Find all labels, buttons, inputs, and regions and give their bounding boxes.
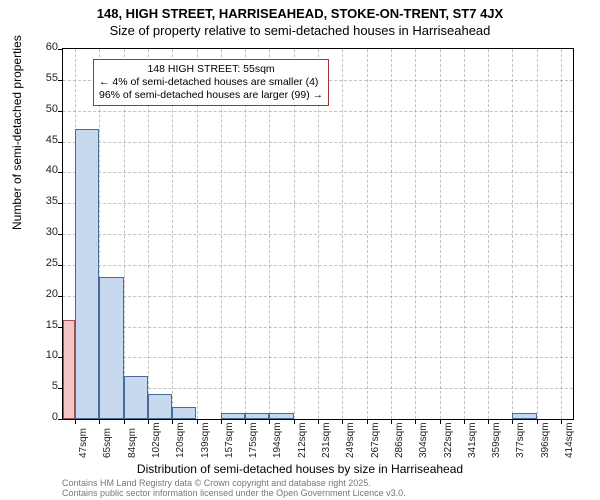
chart-title-line2: Size of property relative to semi-detach…	[0, 21, 600, 38]
xtick-mark	[221, 419, 222, 424]
ytick-label: 30	[28, 226, 58, 238]
footer-line1: Contains HM Land Registry data © Crown c…	[62, 478, 406, 488]
histogram-bar	[245, 413, 269, 419]
xtick-mark	[561, 419, 562, 424]
xtick-mark	[294, 419, 295, 424]
x-axis-label: Distribution of semi-detached houses by …	[0, 462, 600, 476]
footer-line2: Contains public sector information licen…	[62, 488, 406, 498]
xtick-label: 267sqm	[370, 422, 381, 458]
xtick-mark	[148, 419, 149, 424]
gridline-v	[391, 49, 392, 419]
xtick-label: 194sqm	[272, 422, 283, 458]
annot-line1: 148 HIGH STREET: 55sqm	[99, 63, 323, 76]
annot-line2: ← 4% of semi-detached houses are smaller…	[99, 76, 323, 89]
gridline-v	[537, 49, 538, 419]
ytick-mark	[58, 111, 63, 112]
xtick-label: 84sqm	[127, 428, 138, 458]
gridline-v	[512, 49, 513, 419]
xtick-mark	[99, 419, 100, 424]
chart-title-line1: 148, HIGH STREET, HARRISEAHEAD, STOKE-ON…	[0, 0, 600, 21]
ytick-mark	[58, 296, 63, 297]
annot-line3: 96% of semi-detached houses are larger (…	[99, 89, 323, 102]
xtick-label: 359sqm	[491, 422, 502, 458]
ytick-label: 0	[28, 411, 58, 423]
gridline-v	[561, 49, 562, 419]
xtick-label: 47sqm	[78, 428, 89, 458]
ytick-label: 10	[28, 349, 58, 361]
ytick-mark	[58, 80, 63, 81]
xtick-mark	[124, 419, 125, 424]
ytick-label: 25	[28, 257, 58, 269]
xtick-mark	[172, 419, 173, 424]
plot-area: 148 HIGH STREET: 55sqm← 4% of semi-detac…	[62, 48, 574, 420]
xtick-label: 396sqm	[540, 422, 551, 458]
xtick-label: 231sqm	[321, 422, 332, 458]
gridline-v	[342, 49, 343, 419]
histogram-bar	[99, 277, 123, 419]
histogram-bar	[172, 407, 196, 419]
ytick-label: 20	[28, 288, 58, 300]
xtick-mark	[537, 419, 538, 424]
xtick-mark	[197, 419, 198, 424]
xtick-mark	[318, 419, 319, 424]
xtick-label: 65sqm	[102, 428, 113, 458]
ytick-mark	[58, 203, 63, 204]
ytick-label: 55	[28, 72, 58, 84]
gridline-v	[415, 49, 416, 419]
xtick-label: 304sqm	[418, 422, 429, 458]
ytick-label: 40	[28, 164, 58, 176]
xtick-label: 120sqm	[175, 422, 186, 458]
xtick-label: 249sqm	[345, 422, 356, 458]
gridline-v	[440, 49, 441, 419]
ytick-label: 45	[28, 134, 58, 146]
histogram-bar	[512, 413, 536, 419]
ytick-label: 35	[28, 195, 58, 207]
gridline-v	[464, 49, 465, 419]
xtick-mark	[440, 419, 441, 424]
histogram-bar	[221, 413, 245, 419]
xtick-label: 286sqm	[394, 422, 405, 458]
xtick-label: 414sqm	[564, 422, 575, 458]
ytick-mark	[58, 234, 63, 235]
xtick-mark	[269, 419, 270, 424]
xtick-mark	[367, 419, 368, 424]
histogram-bar	[269, 413, 293, 419]
xtick-mark	[415, 419, 416, 424]
xtick-mark	[488, 419, 489, 424]
histogram-bar	[63, 320, 75, 419]
ytick-mark	[58, 142, 63, 143]
xtick-mark	[464, 419, 465, 424]
y-axis-label: Number of semi-detached properties	[10, 35, 24, 230]
histogram-bar	[148, 394, 172, 419]
annotation-box: 148 HIGH STREET: 55sqm← 4% of semi-detac…	[93, 59, 329, 106]
xtick-label: 341sqm	[467, 422, 478, 458]
xtick-label: 102sqm	[151, 422, 162, 458]
gridline-v	[488, 49, 489, 419]
xtick-mark	[512, 419, 513, 424]
ytick-label: 15	[28, 319, 58, 331]
attribution-footer: Contains HM Land Registry data © Crown c…	[62, 478, 406, 499]
ytick-mark	[58, 172, 63, 173]
xtick-label: 175sqm	[248, 422, 259, 458]
ytick-mark	[58, 265, 63, 266]
xtick-label: 157sqm	[224, 422, 235, 458]
xtick-label: 377sqm	[515, 422, 526, 458]
xtick-label: 322sqm	[443, 422, 454, 458]
ytick-label: 5	[28, 380, 58, 392]
xtick-label: 212sqm	[297, 422, 308, 458]
histogram-bar	[75, 129, 99, 419]
xtick-mark	[245, 419, 246, 424]
ytick-label: 50	[28, 103, 58, 115]
ytick-label: 60	[28, 41, 58, 53]
xtick-mark	[342, 419, 343, 424]
xtick-mark	[391, 419, 392, 424]
gridline-v	[367, 49, 368, 419]
xtick-mark	[75, 419, 76, 424]
xtick-label: 139sqm	[200, 422, 211, 458]
ytick-mark	[58, 419, 63, 420]
histogram-bar	[124, 376, 148, 419]
ytick-mark	[58, 49, 63, 50]
